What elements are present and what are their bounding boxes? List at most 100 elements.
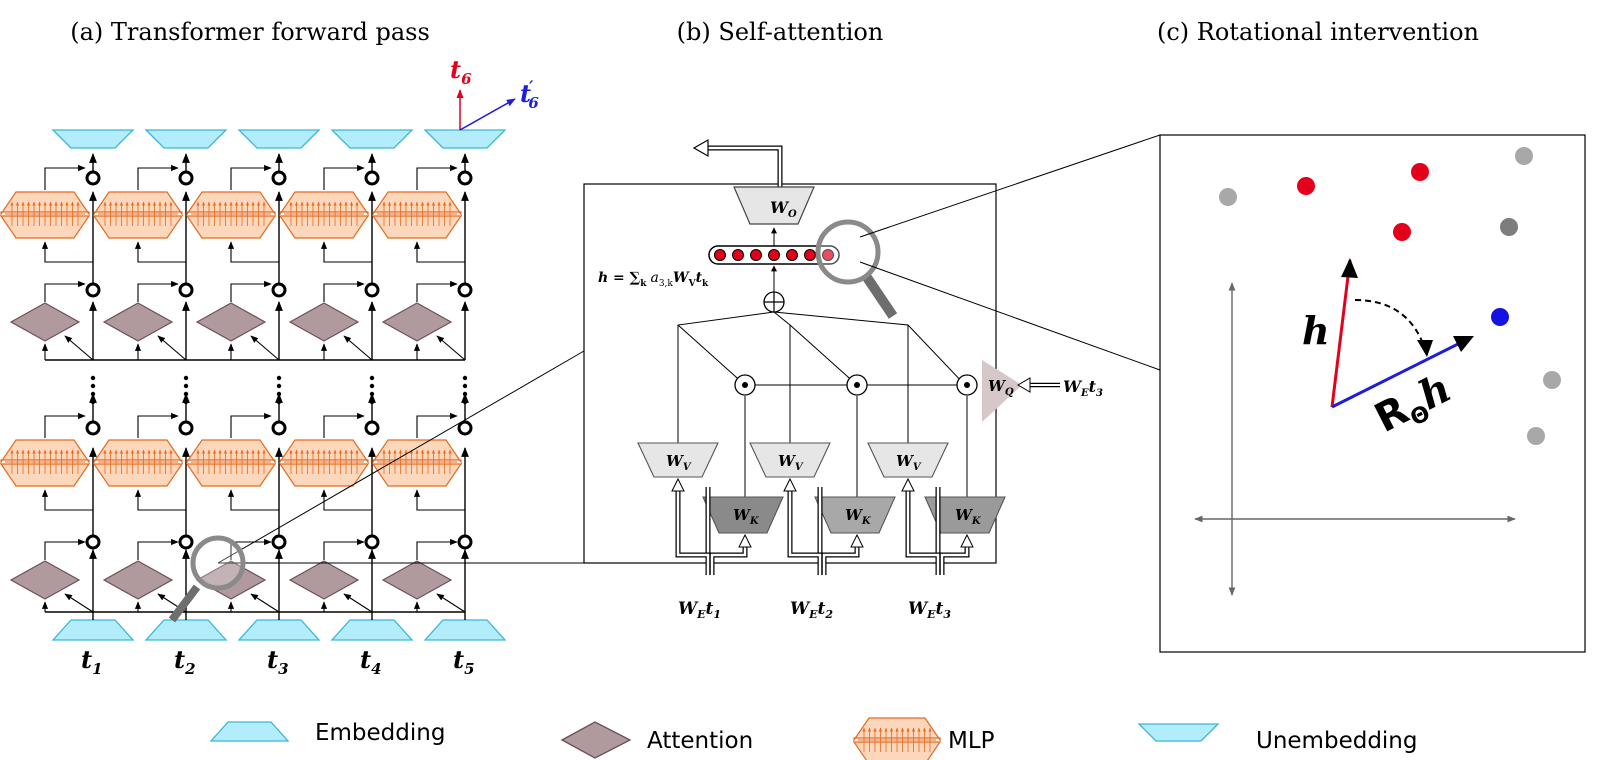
- attn-input-arrow: [64, 593, 94, 613]
- residual-node: [364, 170, 380, 186]
- mlp-input-arrow: [41, 241, 93, 263]
- attention-head: WV WK WEt3: [867, 374, 1006, 621]
- ellipsis-dot: [462, 383, 468, 389]
- mlp-output-arrow: [44, 164, 86, 190]
- mlp-output-arrow: [323, 412, 365, 438]
- embedding-dot: [1219, 188, 1237, 206]
- unembedding-block: [51, 129, 135, 149]
- t6-label: t6: [450, 55, 472, 88]
- attn-output-arrow: [323, 538, 365, 560]
- attn-output-arrow: [230, 280, 272, 302]
- attention-block: [288, 302, 360, 342]
- ellipsis-dot: [276, 375, 282, 381]
- wv-matrix: [637, 442, 719, 478]
- legend-unembedding: Unembedding: [1137, 723, 1417, 754]
- attention-block: [9, 560, 81, 600]
- residual-node: [457, 534, 473, 550]
- wq-input: WEt3: [1063, 377, 1103, 399]
- h-vector-element: [768, 249, 780, 261]
- wo-label: WO: [770, 198, 797, 220]
- attn-output-arrow: [137, 280, 179, 302]
- wv-matrix: [867, 442, 949, 478]
- attn-output-arrow: [44, 538, 86, 560]
- residual-node: [178, 534, 194, 550]
- h-label: h: [1302, 308, 1330, 353]
- legend-attention: Attention: [560, 721, 753, 759]
- wk-matrix: [814, 496, 896, 534]
- ellipsis-dot: [462, 391, 468, 397]
- zoom-line-top: [217, 350, 585, 564]
- transformer-forward-pass: t1 t2 t3 t4 t5: [0, 129, 507, 678]
- panel-title-c: (c) Rotational intervention: [1157, 18, 1479, 46]
- wo-matrix: [733, 186, 815, 225]
- head-input-label: WEt3: [908, 599, 951, 621]
- mlp-output-arrow: [137, 412, 179, 438]
- residual-node: [364, 534, 380, 550]
- attn-input-arrow: [250, 593, 280, 613]
- head-input-label: WEt1: [678, 599, 721, 621]
- mlp-output-arrow: [230, 164, 272, 190]
- ellipsis-dot: [183, 399, 189, 405]
- token-label: t2: [174, 645, 196, 678]
- attention-heads: WV WK WEt1 WV WK WEt2 WV WK WEt3: [637, 374, 1006, 621]
- mlp-input-arrow: [413, 489, 465, 511]
- attention-block: [381, 302, 453, 342]
- ellipsis-dot: [369, 391, 375, 397]
- mlp-input-arrow: [227, 489, 279, 511]
- t6-arrows: t6 t′ 6: [450, 55, 539, 131]
- mlp-block: [371, 191, 463, 239]
- embedding-dot: [1500, 218, 1518, 236]
- mlp-block: [185, 439, 277, 487]
- rotational-intervention-panel: h RΘh: [1159, 134, 1586, 653]
- zoom-line-c-bottom: [859, 261, 1161, 371]
- mlp-block: [92, 191, 184, 239]
- mlp-input-arrow: [134, 241, 186, 263]
- self-attention-panel: WO h = ∑k a3,kWVtk WQ WEt3 WV WK WEt1 WV WK WE…: [583, 138, 1103, 621]
- h-vector-element: [804, 249, 816, 261]
- residual-node: [271, 282, 287, 298]
- mlp-block: [278, 191, 370, 239]
- embedding-block: [237, 619, 321, 641]
- mlp-input-arrow: [227, 241, 279, 263]
- embedding-dot: [1515, 147, 1533, 165]
- attn-input-arrow: [250, 335, 280, 361]
- mlp-input-arrow: [41, 489, 93, 511]
- mlp-input-arrow: [320, 241, 372, 263]
- ellipsis-dot: [90, 375, 96, 381]
- attention-block: [102, 560, 174, 600]
- legend-mlp: MLP: [852, 717, 995, 760]
- residual-node: [85, 282, 101, 298]
- h-vector-element: [822, 249, 834, 261]
- embedding-dot: [1411, 163, 1429, 181]
- mlp-input-arrow: [320, 489, 372, 511]
- embedding-block: [144, 619, 228, 641]
- attn-input-arrow: [436, 335, 466, 361]
- mlp-output-arrow: [44, 412, 86, 438]
- mlp-block: [185, 191, 277, 239]
- attn-input-arrow: [343, 593, 373, 613]
- attn-input-arrow: [436, 593, 466, 613]
- mlp-output-arrow: [416, 412, 458, 438]
- embedding-dot: [1543, 371, 1561, 389]
- mlp-block: [92, 439, 184, 487]
- wv-label: WV: [778, 452, 804, 473]
- rotation-plot-box: [1159, 134, 1586, 653]
- residual-node: [457, 170, 473, 186]
- token-label: t4: [360, 645, 382, 678]
- residual-node: [271, 534, 287, 550]
- embedding-block: [423, 619, 507, 641]
- residual-node: [178, 420, 194, 436]
- mlp-output-arrow: [137, 164, 179, 190]
- t6-prime-label: t′ 6: [520, 77, 539, 112]
- embedding-dot: [1527, 427, 1545, 445]
- mlp-output-arrow: [323, 164, 365, 190]
- mlp-block: [0, 439, 91, 487]
- legend: Embedding Attention MLP Unembedding: [209, 717, 1417, 760]
- attn-output-arrow: [323, 280, 365, 302]
- panel-title-a: (a) Transformer forward pass: [70, 18, 430, 46]
- h-vector-element: [732, 249, 744, 261]
- residual-node: [364, 282, 380, 298]
- unembedding-block: [144, 129, 228, 149]
- attention-block: [195, 302, 267, 342]
